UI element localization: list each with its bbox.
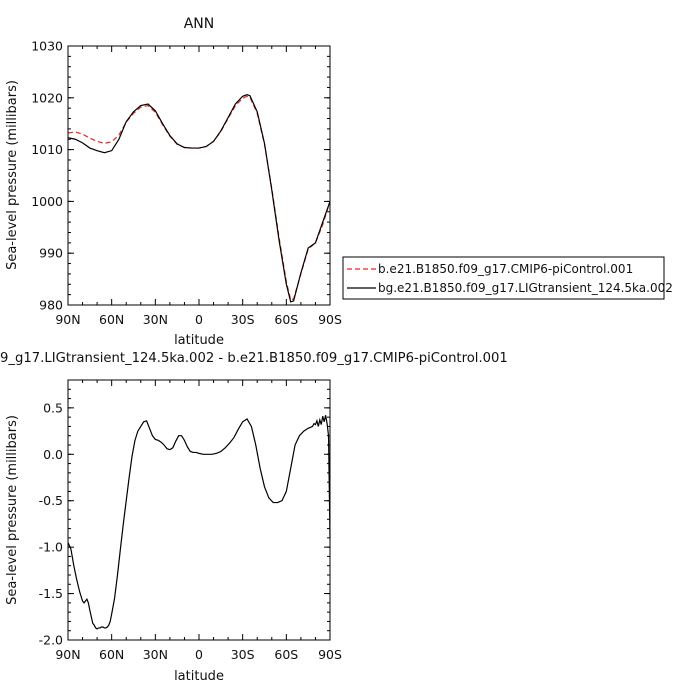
legend: b.e21.B1850.f09_g17.CMIP6-piControl.001 … [342, 256, 673, 300]
bottom-x-tick-label: 30S [231, 647, 255, 662]
bottom-series-lines [67, 415, 331, 630]
top-y-tick-label: 980 [39, 298, 63, 313]
top-x-tick-label: 90S [318, 312, 342, 327]
bottom-x-axis-label: latitude [174, 669, 224, 684]
top-series-line-0 [67, 95, 331, 301]
top-y-tick-label: 1020 [31, 90, 63, 105]
top-ticks: 90N 60N 30N 0 30S 60S 90S 980 990 1000 1010 1020 103… [31, 39, 342, 328]
bottom-y-axis-label: Sea-level pressure (millibars) [5, 415, 20, 605]
top-plot-frame [67, 45, 331, 306]
bottom-y-tick-label: -2.0 [39, 633, 63, 648]
top-x-tick-label: 30N [143, 312, 168, 327]
bottom-series-line-0 [67, 415, 331, 630]
bottom-x-tick-label: 30N [143, 647, 168, 662]
top-x-tick-label: 60S [274, 312, 298, 327]
bottom-plot-frame [67, 379, 331, 641]
legend-box [342, 256, 665, 300]
top-series-line-1 [67, 94, 331, 303]
top-x-tick-label: 0 [195, 312, 203, 327]
bottom-x-tick-label: 90N [55, 647, 80, 662]
top-panel: ANN Sea-level pressure (millibars) 90N 60… [5, 16, 342, 327]
legend-label-control: b.e21.B1850.f09_g17.CMIP6-piControl.001 [378, 262, 633, 276]
legend-label-lig: bg.e21.B1850.f09_g17.LIGtransient_124.5k… [378, 281, 673, 295]
bottom-title: bg.e21.B1850.f09_g17.LIGtransient_124.5k… [0, 351, 508, 366]
top-title: ANN [184, 16, 215, 32]
top-x-axis-label: latitude [174, 333, 224, 348]
top-series-lines [67, 94, 331, 303]
bottom-ticks: 90N 60N 30N 0 30S 60S 90S -2.0 -1.5 -1.0 -0.5 0.0 0.… [39, 379, 342, 662]
top-y-tick-label: 1030 [31, 39, 63, 54]
bottom-x-tick-label: 60S [274, 647, 298, 662]
top-y-tick-label: 990 [39, 246, 63, 261]
top-x-tick-label: 60N [99, 312, 124, 327]
bottom-y-tick-label: -1.0 [39, 540, 63, 555]
bottom-y-tick-label: -0.5 [39, 493, 63, 508]
bottom-panel: bg.e21.B1850.f09_g17.LIGtransient_124.5k… [0, 351, 508, 684]
bottom-x-tick-label: 0 [195, 647, 203, 662]
bottom-y-tick-label: 0.0 [43, 447, 63, 462]
top-y-axis-label: Sea-level pressure (millibars) [5, 80, 20, 270]
top-y-tick-label: 1000 [31, 194, 63, 209]
top-x-tick-label: 90N [55, 312, 80, 327]
bottom-y-tick-label: 0.5 [43, 400, 63, 415]
bottom-y-tick-label: -1.5 [39, 586, 63, 601]
top-y-tick-label: 1010 [31, 142, 63, 157]
bottom-x-tick-label: 60N [99, 647, 124, 662]
top-x-tick-label: 30S [231, 312, 255, 327]
bottom-x-tick-label: 90S [318, 647, 342, 662]
